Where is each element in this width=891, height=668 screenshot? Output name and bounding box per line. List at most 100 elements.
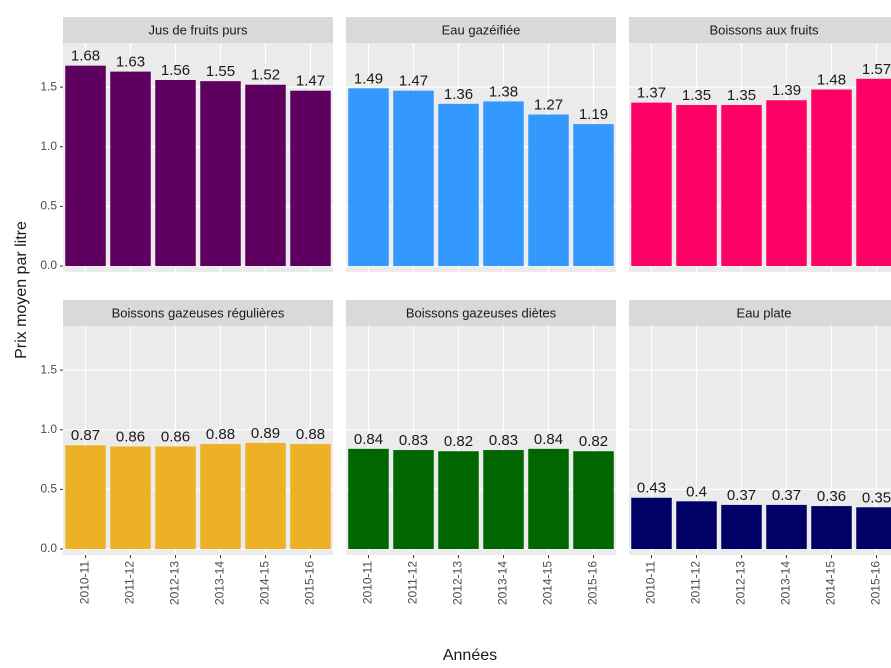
value-label: 0.84 xyxy=(534,431,563,448)
value-label: 0.88 xyxy=(206,426,235,443)
value-label: 1.37 xyxy=(637,85,666,102)
value-label: 0.83 xyxy=(489,432,518,449)
y-axis-title: Prix moyen par litre xyxy=(13,221,30,359)
y-tick-label: 0.5 xyxy=(40,482,57,496)
bar xyxy=(631,497,672,550)
value-label: 1.47 xyxy=(296,73,325,90)
value-label: 1.35 xyxy=(727,87,756,104)
value-label: 1.47 xyxy=(399,73,428,90)
x-tick-label: 2013-14 xyxy=(496,561,510,605)
x-tick-label: 2015-16 xyxy=(303,561,317,605)
x-tick-label: 2014-15 xyxy=(258,561,272,605)
value-label: 1.38 xyxy=(489,83,518,100)
x-tick-label: 2010-11 xyxy=(78,561,92,604)
bar xyxy=(290,444,331,550)
value-label: 0.36 xyxy=(817,488,846,505)
strip-title: Eau plate xyxy=(737,305,792,320)
value-label: 1.39 xyxy=(772,82,801,99)
y-tick-label: 1.0 xyxy=(40,139,57,153)
bar xyxy=(631,102,672,267)
x-tick-label: 2015-16 xyxy=(586,561,600,605)
bar xyxy=(65,445,106,550)
strip-background xyxy=(629,300,891,326)
value-label: 1.56 xyxy=(161,62,190,79)
strip-title: Boissons aux fruits xyxy=(709,22,819,37)
value-label: 0.87 xyxy=(71,427,100,444)
y-tick-label: 0.5 xyxy=(40,199,57,213)
bar xyxy=(348,448,389,550)
panel-background xyxy=(346,43,616,272)
bar xyxy=(438,103,479,267)
y-tick-label: 1.5 xyxy=(40,362,57,376)
bar xyxy=(110,446,151,550)
bar xyxy=(721,504,762,550)
bar xyxy=(200,81,241,267)
x-tick-label: 2015-16 xyxy=(869,561,883,605)
panel-background xyxy=(63,326,333,555)
value-label: 0.82 xyxy=(579,433,608,450)
strip-background xyxy=(346,17,616,43)
value-label: 0.84 xyxy=(354,431,383,448)
bar xyxy=(438,451,479,550)
value-label: 1.19 xyxy=(579,106,608,123)
y-tick-label: 1.0 xyxy=(40,422,57,436)
value-label: 1.55 xyxy=(206,63,235,80)
x-tick-label: 2011-12 xyxy=(406,561,420,604)
bar xyxy=(766,504,807,550)
value-label: 1.57 xyxy=(862,61,891,78)
x-tick-label: 2012-13 xyxy=(734,561,748,605)
strip-background xyxy=(629,17,891,43)
bar xyxy=(721,105,762,267)
value-label: 0.43 xyxy=(637,480,666,497)
y-tick-label: 1.5 xyxy=(40,79,57,93)
value-label: 0.89 xyxy=(251,425,280,442)
strip-background xyxy=(346,300,616,326)
value-label: 0.37 xyxy=(727,487,756,504)
x-tick-label: 2012-13 xyxy=(451,561,465,605)
value-label: 0.82 xyxy=(444,433,473,450)
x-axis-title: Années xyxy=(443,647,497,664)
x-tick-label: 2014-15 xyxy=(541,561,555,605)
value-label: 0.88 xyxy=(296,426,325,443)
y-tick-label: 0.0 xyxy=(40,541,57,555)
bar xyxy=(110,71,151,267)
value-label: 0.35 xyxy=(862,489,891,506)
x-tick-label: 2013-14 xyxy=(779,561,793,605)
x-tick-label: 2010-11 xyxy=(361,561,375,604)
bar xyxy=(766,100,807,267)
value-label: 1.48 xyxy=(817,71,846,88)
bar xyxy=(155,79,196,267)
bar xyxy=(528,448,569,550)
panel-background xyxy=(63,43,333,272)
bar xyxy=(393,90,434,267)
bar xyxy=(155,446,196,550)
value-label: 1.68 xyxy=(71,48,100,65)
bar xyxy=(811,89,852,267)
bar xyxy=(676,105,717,267)
value-label: 0.86 xyxy=(116,428,145,445)
value-label: 0.37 xyxy=(772,487,801,504)
panel-background xyxy=(346,326,616,555)
bar xyxy=(348,88,389,267)
bar xyxy=(290,90,331,267)
value-label: 0.83 xyxy=(399,432,428,449)
bar xyxy=(573,451,614,550)
bar xyxy=(65,65,106,267)
bar xyxy=(200,444,241,550)
strip-title: Boissons gazeuses régulières xyxy=(112,305,285,320)
strip-background xyxy=(63,17,333,43)
bar xyxy=(393,450,434,550)
value-label: 1.52 xyxy=(251,67,280,84)
x-tick-label: 2014-15 xyxy=(824,561,838,605)
bar xyxy=(245,442,286,550)
bar xyxy=(856,507,891,550)
bar xyxy=(811,506,852,550)
strip-title: Eau gazéifiée xyxy=(442,22,521,37)
value-label: 0.4 xyxy=(686,483,707,500)
value-label: 1.36 xyxy=(444,86,473,103)
strip-title: Jus de fruits purs xyxy=(149,22,248,37)
x-tick-label: 2011-12 xyxy=(123,561,137,604)
value-label: 0.86 xyxy=(161,428,190,445)
bar xyxy=(483,101,524,267)
bar xyxy=(573,124,614,267)
